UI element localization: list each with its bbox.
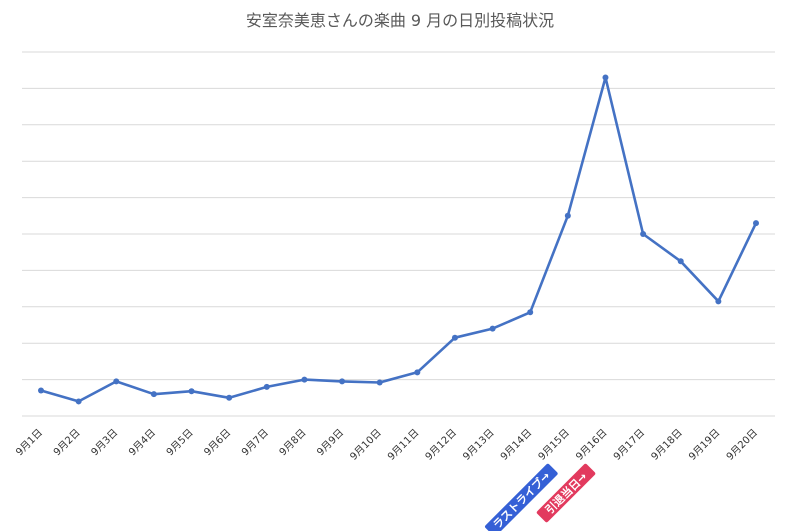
x-tick-label: 9月15日 <box>536 427 572 463</box>
data-point-2 <box>75 398 82 405</box>
x-tick-label: 9月1日 <box>13 427 45 459</box>
data-point-1 <box>38 387 44 394</box>
annotation-background <box>536 463 596 523</box>
x-tick-label: 9月19日 <box>686 427 722 463</box>
data-point-group <box>38 74 759 405</box>
gridlines <box>22 51 775 417</box>
data-point-8 <box>301 376 308 383</box>
x-tick-label: 9月12日 <box>423 427 459 463</box>
x-tick-label: 9月8日 <box>277 427 309 459</box>
annotation-background <box>485 463 558 531</box>
data-point-7 <box>263 383 270 390</box>
chart-title: 安室奈美恵さんの楽曲 9 月の日別投稿状況 <box>246 11 554 30</box>
data-point-6 <box>226 394 233 401</box>
data-point-5 <box>188 388 195 395</box>
data-point-17 <box>640 231 647 237</box>
x-tick-label: 9月17日 <box>611 427 647 463</box>
x-axis-ticks: 9月1日 9月2日 9月3日 9月4日 9月5日 9月6日 9月7日 9月8日 9月9日 9月10… <box>13 427 760 463</box>
data-point-13 <box>489 325 496 332</box>
x-tick-label: 9月7日 <box>239 427 271 459</box>
annotations: ラストライブ→引退当日→ <box>485 463 596 531</box>
data-point-15 <box>564 212 571 219</box>
data-point-11 <box>414 369 421 376</box>
data-point-10 <box>376 379 383 386</box>
data-point-9 <box>339 378 346 385</box>
x-tick-label: 9月10日 <box>348 427 384 463</box>
x-tick-label: 9月14日 <box>498 427 534 463</box>
x-tick-label: 9月3日 <box>89 427 121 459</box>
data-point-16 <box>602 74 609 81</box>
data-point-19 <box>715 298 722 305</box>
x-tick-label: 9月9日 <box>315 427 347 459</box>
x-tick-label: 9月6日 <box>202 427 234 459</box>
x-tick-label: 9月4日 <box>126 427 158 459</box>
data-point-12 <box>451 334 458 341</box>
data-point-14 <box>527 309 534 316</box>
annotation-label: ラストライブ→ <box>490 469 553 531</box>
x-tick-label: 9月11日 <box>385 427 421 463</box>
x-tick-label: 9月20日 <box>724 427 760 463</box>
data-point-3 <box>113 378 120 385</box>
x-tick-label: 9月16日 <box>573 427 609 463</box>
data-point-20 <box>753 220 759 227</box>
x-tick-label: 9月13日 <box>461 427 497 463</box>
series-line-group <box>40 76 758 403</box>
x-tick-label: 9月2日 <box>51 427 83 459</box>
data-point-18 <box>677 258 684 265</box>
series-line-0 <box>40 76 758 403</box>
data-point-4 <box>150 391 157 398</box>
x-tick-label: 9月5日 <box>164 427 196 459</box>
x-tick-label: 9月18日 <box>649 427 685 463</box>
